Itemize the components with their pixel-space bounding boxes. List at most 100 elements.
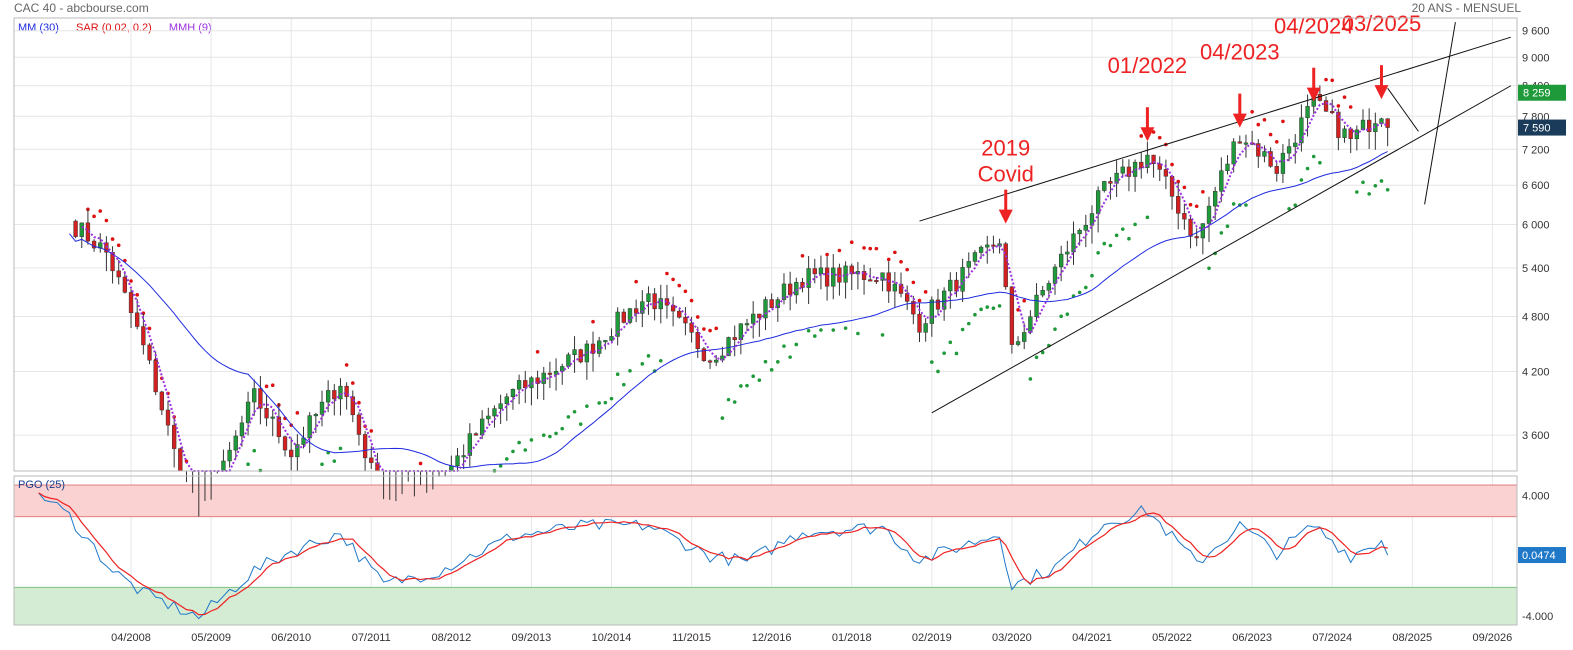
sar-dot [1305, 166, 1310, 171]
sar-dot [658, 358, 663, 363]
candle-body [603, 340, 608, 343]
candle-body [486, 415, 491, 420]
sar-dot [1379, 179, 1384, 183]
x-tick-label: 09/2013 [512, 632, 552, 644]
candle-body [609, 336, 614, 341]
candle-body [221, 460, 226, 472]
sar-dot [1225, 224, 1230, 229]
candle-body [640, 301, 645, 314]
candle-body [1262, 151, 1267, 157]
sar-dot [708, 328, 712, 333]
sar-dot [1318, 160, 1322, 165]
mmh-line [81, 102, 1388, 472]
candle-body [1367, 119, 1372, 132]
candle-body [325, 390, 331, 403]
candle-body [1003, 243, 1008, 288]
sar-dot [1355, 190, 1359, 194]
sar-dot [966, 321, 971, 326]
sar-dot [1299, 178, 1304, 182]
price-badge [1518, 84, 1566, 101]
chart-title: CAC 40 - abcbourse.com [14, 1, 149, 15]
sar-dot [1127, 236, 1131, 241]
candle-body [849, 265, 854, 275]
candle-body [1213, 191, 1218, 207]
sar-dot [523, 448, 528, 452]
candle-body [252, 388, 257, 403]
sar-dot [825, 252, 829, 257]
sar-dot [116, 243, 121, 248]
sar-dot [917, 298, 922, 303]
price-badges: 8 259 7 590 0.0474 [1518, 84, 1566, 564]
sar-dot [1256, 122, 1261, 127]
sar-dot [930, 360, 934, 364]
y-tick-label: 4 800 [1522, 311, 1550, 323]
annotation-arrow-head [1374, 85, 1389, 100]
candle-body [79, 222, 84, 237]
sar-dot [1207, 266, 1211, 271]
candle-body [473, 433, 479, 436]
sar-dot [264, 384, 269, 389]
candle-body [245, 401, 251, 424]
sar-dot [1182, 185, 1187, 190]
x-tick-label: 04/2008 [111, 632, 151, 644]
candle-body [1219, 170, 1224, 192]
candle-body [775, 299, 780, 308]
candle-body [874, 280, 879, 283]
candle-body [338, 385, 343, 400]
sar-dot [739, 384, 743, 388]
sar-dot [1244, 203, 1248, 207]
candle-body [597, 340, 602, 354]
x-tick-label: 08/2012 [431, 632, 471, 644]
sar-dot [98, 209, 103, 213]
candle-body [350, 396, 355, 416]
candle-body [831, 267, 836, 287]
sar-dot [646, 354, 651, 358]
sar-dot [1114, 233, 1119, 238]
y-tick-label: 5 400 [1522, 263, 1550, 275]
candle-body [258, 388, 263, 409]
sar-dot [763, 359, 768, 364]
sar-dot [258, 468, 263, 473]
sar-dot [110, 237, 115, 241]
candle-body [1126, 166, 1132, 177]
sar-dot [622, 382, 626, 387]
candle-body [362, 434, 368, 459]
candle-body [135, 312, 140, 327]
sar-dot [726, 397, 731, 402]
sar-dot [776, 360, 780, 364]
sar-dot [357, 400, 361, 405]
trendline [1424, 22, 1456, 205]
annotation-label: 03/2025 [1342, 11, 1422, 36]
candle-body [726, 337, 731, 357]
sar-dot [585, 404, 589, 408]
sar-dot [874, 246, 879, 251]
candle-body [553, 370, 559, 375]
sar-dot [1188, 202, 1193, 207]
pgo-line [38, 492, 1389, 620]
sar-dot [960, 327, 965, 332]
sar-dot [911, 280, 916, 285]
candle-body [510, 388, 516, 398]
sar-dot [991, 306, 996, 311]
candle-body [892, 283, 898, 292]
candle-body [356, 414, 362, 435]
candle-body [1286, 146, 1292, 154]
candle-body [498, 403, 503, 409]
trendline [1387, 87, 1419, 132]
x-axis-labels: 04/2008 05/2009 06/2010 07/2011 08/2012 09/20… [111, 632, 1512, 644]
sar-dot [560, 426, 565, 431]
candle-body [868, 279, 873, 282]
candle-body [658, 298, 663, 310]
sar-dot [1145, 215, 1150, 220]
sar-dot [554, 431, 558, 436]
frame [13, 17, 1518, 626]
candle-body [1336, 111, 1341, 138]
x-tick-label: 12/2016 [752, 632, 792, 644]
sar-dot [665, 271, 669, 276]
candle-body [153, 359, 158, 393]
sar-dot [1274, 140, 1279, 144]
candle-body [590, 343, 596, 354]
x-tick-label: 11/2015 [672, 632, 711, 644]
sar-dot [1157, 135, 1162, 140]
sar-dot [973, 312, 977, 317]
